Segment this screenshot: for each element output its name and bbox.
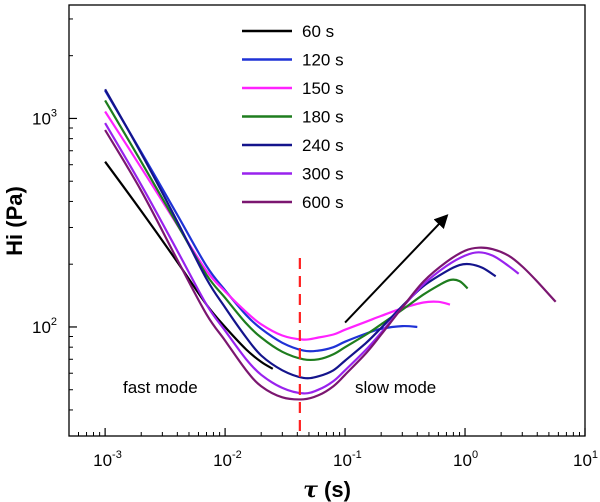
y-axis-label: Hi (Pa) bbox=[2, 186, 27, 256]
x-tick-label: 101 bbox=[573, 449, 598, 470]
series-line-180s bbox=[104, 99, 469, 362]
x-tick-label: 10-1 bbox=[333, 449, 362, 470]
y-tick-label: 102 bbox=[32, 316, 57, 337]
y-tick-label: 103 bbox=[32, 107, 57, 128]
series-line-240s bbox=[104, 88, 497, 380]
series-line-120s bbox=[104, 90, 418, 353]
legend-label: 240 s bbox=[302, 136, 344, 155]
series-layer bbox=[104, 88, 557, 401]
ticks: 10-3 10-2 10-1 100 101 102 103 bbox=[32, 18, 598, 470]
x-tick-label: 100 bbox=[453, 449, 478, 470]
series-line-600s bbox=[104, 129, 557, 401]
slow-mode-label: slow mode bbox=[355, 378, 436, 397]
legend-label: 60 s bbox=[302, 22, 334, 41]
x-tick-label: 10-3 bbox=[93, 449, 122, 470]
plot-frame bbox=[68, 4, 586, 437]
legend-label: 150 s bbox=[302, 79, 344, 98]
legend: 60 s 120 s 150 s 180 s 240 s 300 s 600 s bbox=[242, 22, 344, 212]
series-line-300s bbox=[104, 122, 520, 395]
x-axis-label: τ (s) bbox=[303, 477, 351, 502]
legend-label: 120 s bbox=[302, 51, 344, 70]
legend-label: 300 s bbox=[302, 165, 344, 184]
legend-label: 180 s bbox=[302, 108, 344, 127]
x-tick-label: 10-2 bbox=[213, 449, 242, 470]
trend-arrow bbox=[344, 214, 449, 324]
legend-label: 600 s bbox=[302, 193, 344, 212]
series-line-60s bbox=[104, 161, 274, 370]
fast-mode-label: fast mode bbox=[123, 378, 198, 397]
